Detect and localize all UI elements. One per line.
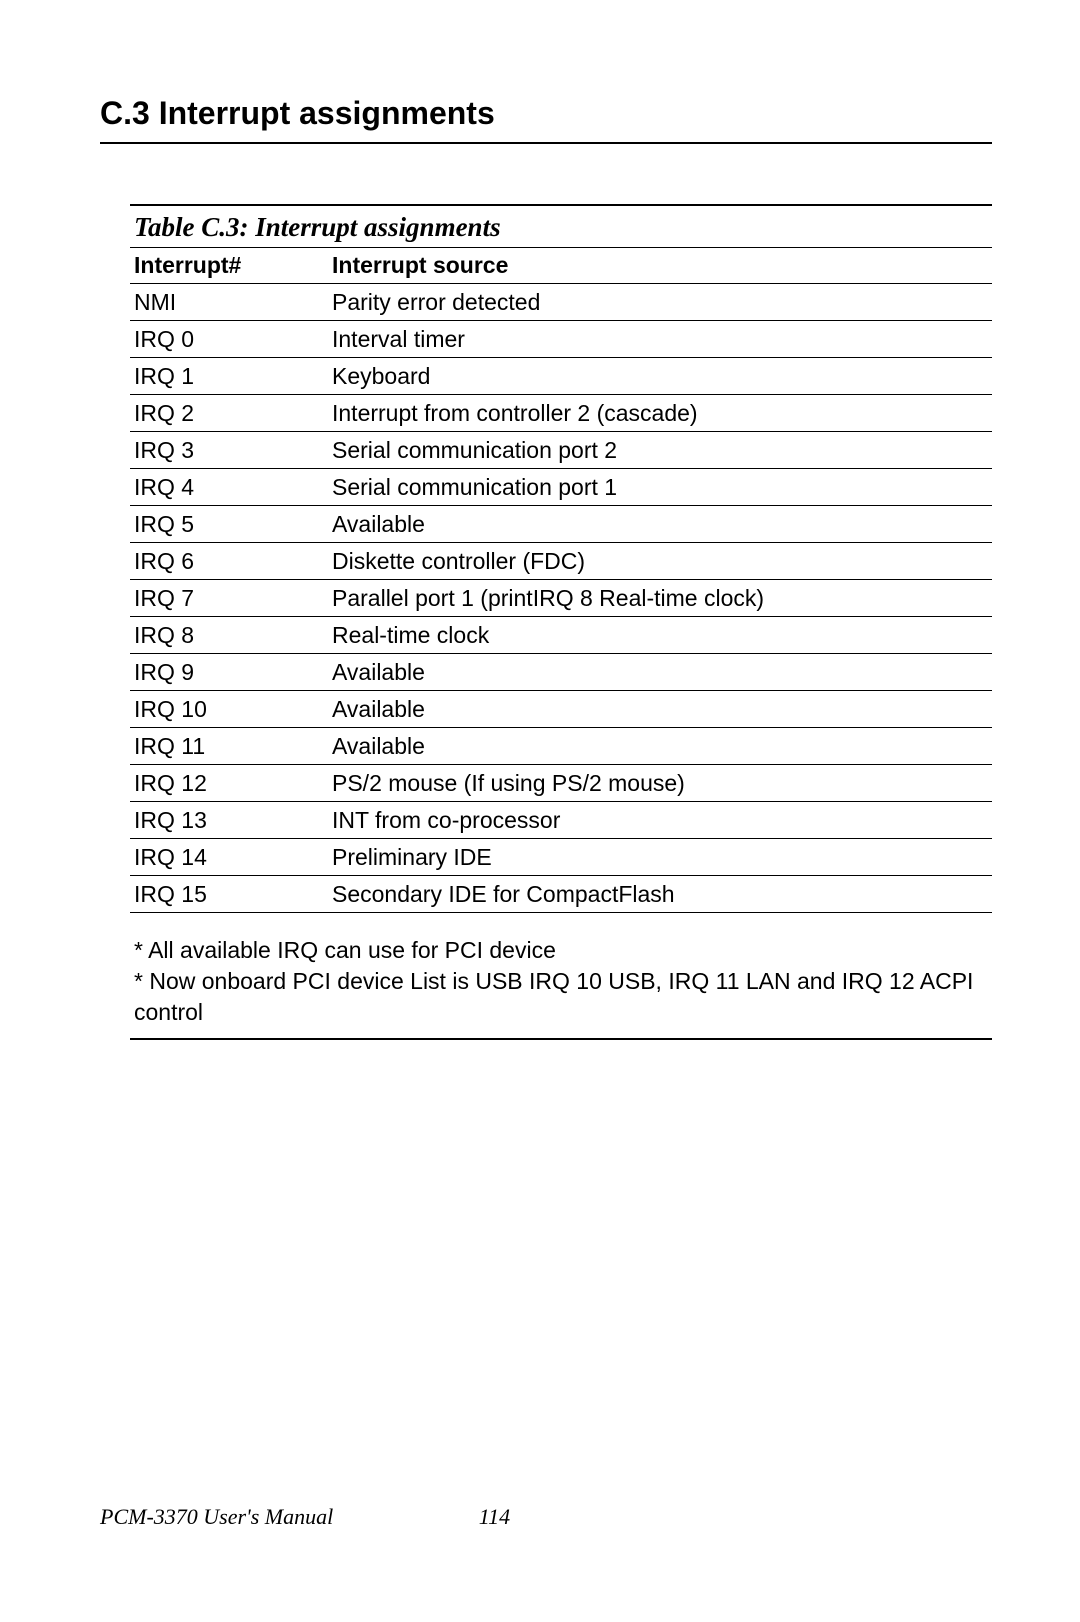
table-row: IRQ 4Serial communication port 1 bbox=[130, 469, 992, 506]
table-row: IRQ 5Available bbox=[130, 506, 992, 543]
cell-source: Interrupt from controller 2 (cascade) bbox=[328, 395, 992, 432]
cell-interrupt: IRQ 10 bbox=[130, 691, 328, 728]
table-row: IRQ 0Interval timer bbox=[130, 321, 992, 358]
table-row: IRQ 1Keyboard bbox=[130, 358, 992, 395]
section-heading: C.3 Interrupt assignments bbox=[100, 95, 992, 144]
cell-interrupt: IRQ 1 bbox=[130, 358, 328, 395]
table-row: IRQ 6Diskette controller (FDC) bbox=[130, 543, 992, 580]
cell-interrupt: IRQ 0 bbox=[130, 321, 328, 358]
footer-page-number: 114 bbox=[479, 1504, 510, 1530]
table-row: IRQ 9Available bbox=[130, 654, 992, 691]
cell-source: Available bbox=[328, 728, 992, 765]
table-row: IRQ 13INT from co-processor bbox=[130, 802, 992, 839]
col-header-interrupt: Interrupt# bbox=[130, 248, 328, 284]
page: C.3 Interrupt assignments Table C.3: Int… bbox=[0, 0, 1080, 1040]
table-row: IRQ 10Available bbox=[130, 691, 992, 728]
cell-interrupt: IRQ 9 bbox=[130, 654, 328, 691]
cell-interrupt: IRQ 14 bbox=[130, 839, 328, 876]
cell-interrupt: IRQ 11 bbox=[130, 728, 328, 765]
table-row: IRQ 14Preliminary IDE bbox=[130, 839, 992, 876]
cell-interrupt: IRQ 8 bbox=[130, 617, 328, 654]
cell-source: PS/2 mouse (If using PS/2 mouse) bbox=[328, 765, 992, 802]
cell-source: Serial communication port 1 bbox=[328, 469, 992, 506]
cell-source: Available bbox=[328, 654, 992, 691]
table-row: IRQ 11Available bbox=[130, 728, 992, 765]
cell-source: Keyboard bbox=[328, 358, 992, 395]
table-row: IRQ 2Interrupt from controller 2 (cascad… bbox=[130, 395, 992, 432]
cell-interrupt: NMI bbox=[130, 284, 328, 321]
cell-interrupt: IRQ 4 bbox=[130, 469, 328, 506]
page-footer: PCM-3370 User's Manual 114 bbox=[100, 1504, 510, 1530]
interrupt-table: Interrupt# Interrupt source NMIParity er… bbox=[130, 247, 992, 913]
cell-source: Preliminary IDE bbox=[328, 839, 992, 876]
footer-manual-title: PCM-3370 User's Manual bbox=[100, 1504, 333, 1529]
cell-interrupt: IRQ 12 bbox=[130, 765, 328, 802]
table-notes: * All available IRQ can use for PCI devi… bbox=[130, 913, 992, 1040]
col-header-source: Interrupt source bbox=[328, 248, 992, 284]
cell-interrupt: IRQ 2 bbox=[130, 395, 328, 432]
cell-interrupt: IRQ 7 bbox=[130, 580, 328, 617]
cell-source: Secondary IDE for CompactFlash bbox=[328, 876, 992, 913]
cell-interrupt: IRQ 3 bbox=[130, 432, 328, 469]
cell-source: Serial communication port 2 bbox=[328, 432, 992, 469]
cell-source: Parallel port 1 (printIRQ 8 Real-time cl… bbox=[328, 580, 992, 617]
table-row: NMIParity error detected bbox=[130, 284, 992, 321]
table-row: IRQ 15Secondary IDE for CompactFlash bbox=[130, 876, 992, 913]
cell-source: Parity error detected bbox=[328, 284, 992, 321]
table-row: IRQ 7Parallel port 1 (printIRQ 8 Real-ti… bbox=[130, 580, 992, 617]
cell-source: Available bbox=[328, 506, 992, 543]
table-row: IRQ 12PS/2 mouse (If using PS/2 mouse) bbox=[130, 765, 992, 802]
cell-source: Real-time clock bbox=[328, 617, 992, 654]
cell-source: Interval timer bbox=[328, 321, 992, 358]
cell-interrupt: IRQ 5 bbox=[130, 506, 328, 543]
table-row: IRQ 3Serial communication port 2 bbox=[130, 432, 992, 469]
cell-source: Available bbox=[328, 691, 992, 728]
table-row: IRQ 8Real-time clock bbox=[130, 617, 992, 654]
cell-interrupt: IRQ 13 bbox=[130, 802, 328, 839]
cell-interrupt: IRQ 15 bbox=[130, 876, 328, 913]
table-caption: Table C.3: Interrupt assignments bbox=[130, 204, 992, 247]
note-line: * All available IRQ can use for PCI devi… bbox=[134, 935, 988, 966]
cell-interrupt: IRQ 6 bbox=[130, 543, 328, 580]
cell-source: Diskette controller (FDC) bbox=[328, 543, 992, 580]
table-header-row: Interrupt# Interrupt source bbox=[130, 248, 992, 284]
note-line: * Now onboard PCI device List is USB IRQ… bbox=[134, 966, 988, 1028]
table-block: Table C.3: Interrupt assignments Interru… bbox=[130, 204, 992, 1040]
cell-source: INT from co-processor bbox=[328, 802, 992, 839]
